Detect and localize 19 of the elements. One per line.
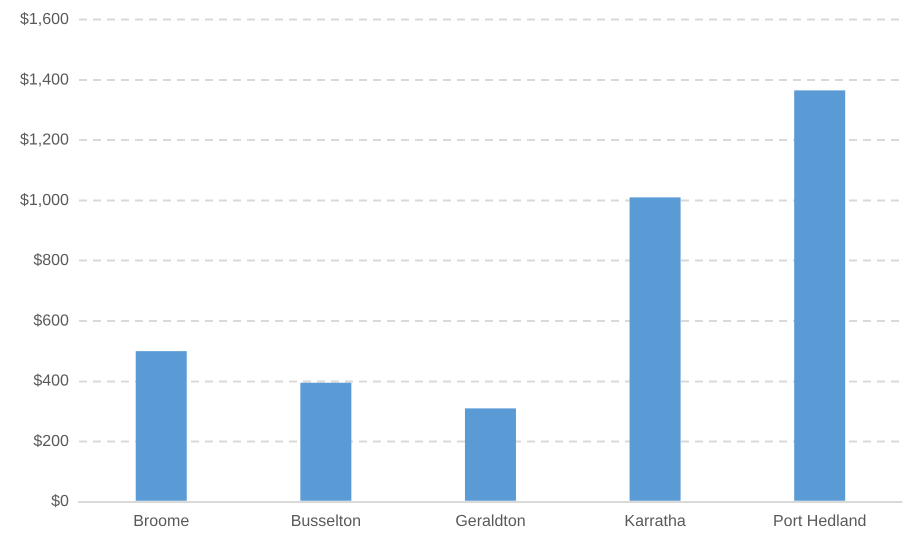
- bar: [136, 351, 187, 501]
- y-tick-label: $0: [51, 493, 70, 510]
- y-tick-label: $1,400: [20, 71, 70, 88]
- y-tick-label: $400: [33, 372, 70, 390]
- x-tick-label: Port Hedland: [773, 512, 866, 530]
- bar: [794, 90, 846, 501]
- y-tick-label: $200: [33, 432, 70, 450]
- bar: [630, 197, 681, 501]
- x-tick-label: Karratha: [624, 512, 686, 530]
- bar: [300, 382, 352, 501]
- x-tick-label: Geraldton: [455, 512, 526, 530]
- y-tick-label: $800: [33, 252, 70, 270]
- bar: [464, 408, 516, 501]
- y-tick-label: $1,000: [20, 192, 70, 209]
- y-tick-label: $1,200: [20, 132, 70, 149]
- x-tick-label: Broome: [133, 512, 190, 530]
- y-tick-label: $1,600: [20, 11, 70, 28]
- x-tick-label: Busselton: [290, 512, 361, 530]
- y-tick-label: $600: [33, 312, 70, 330]
